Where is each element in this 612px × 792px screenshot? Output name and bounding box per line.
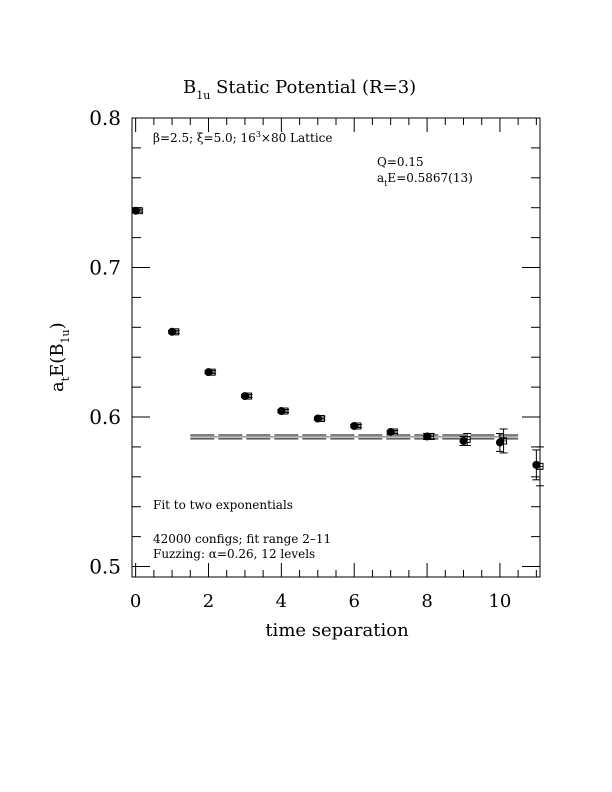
y-tick-label: 0.8 (89, 106, 121, 130)
x-tick-label: 6 (348, 591, 359, 612)
x-tick-label: 10 (488, 591, 511, 612)
data-point-circle (423, 432, 432, 441)
data-point-circle (532, 460, 541, 469)
data-point-circle (131, 206, 140, 215)
y-tick-label: 0.5 (89, 555, 121, 579)
axis-ticks (132, 117, 540, 577)
data-point-circle (459, 436, 468, 445)
x-tick-label: 0 (130, 591, 141, 612)
data-point-circle (240, 392, 249, 401)
x-tick-label: 2 (203, 591, 214, 612)
y-tick-label: 0.6 (89, 405, 121, 429)
data-point-circle (350, 421, 359, 430)
tick-labels: 0 2 4 6 8 10 0.5 0.6 0.7 0.8 (89, 106, 511, 612)
lattice-annotation: β=2.5; ξ=5.0; 163×80 Lattice (153, 130, 332, 145)
configs-annotation: 42000 configs; fit range 2–11 (153, 532, 331, 546)
y-axis-label: atE(B1u) (47, 322, 72, 392)
chart-title: B1u Static Potential (R=3) (183, 77, 416, 102)
energy-annotation: atE=0.5867(13) (377, 171, 473, 188)
data-point-circle (204, 368, 213, 377)
data-point-circle (313, 414, 322, 423)
y-tick-label: 0.7 (89, 256, 121, 280)
data-points (131, 206, 544, 487)
x-tick-label: 8 (421, 591, 432, 612)
fuzzing-annotation: Fuzzing: α=0.26, 12 levels (153, 547, 315, 561)
data-point-circle (386, 427, 395, 436)
x-axis-label: time separation (265, 620, 409, 641)
q-annotation: Q=0.15 (377, 155, 424, 169)
data-point-circle (495, 438, 504, 447)
data-point-circle (168, 327, 177, 336)
fit-method-annotation: Fit to two exponentials (153, 498, 293, 512)
data-point-circle (277, 407, 286, 416)
x-tick-label: 4 (276, 591, 287, 612)
